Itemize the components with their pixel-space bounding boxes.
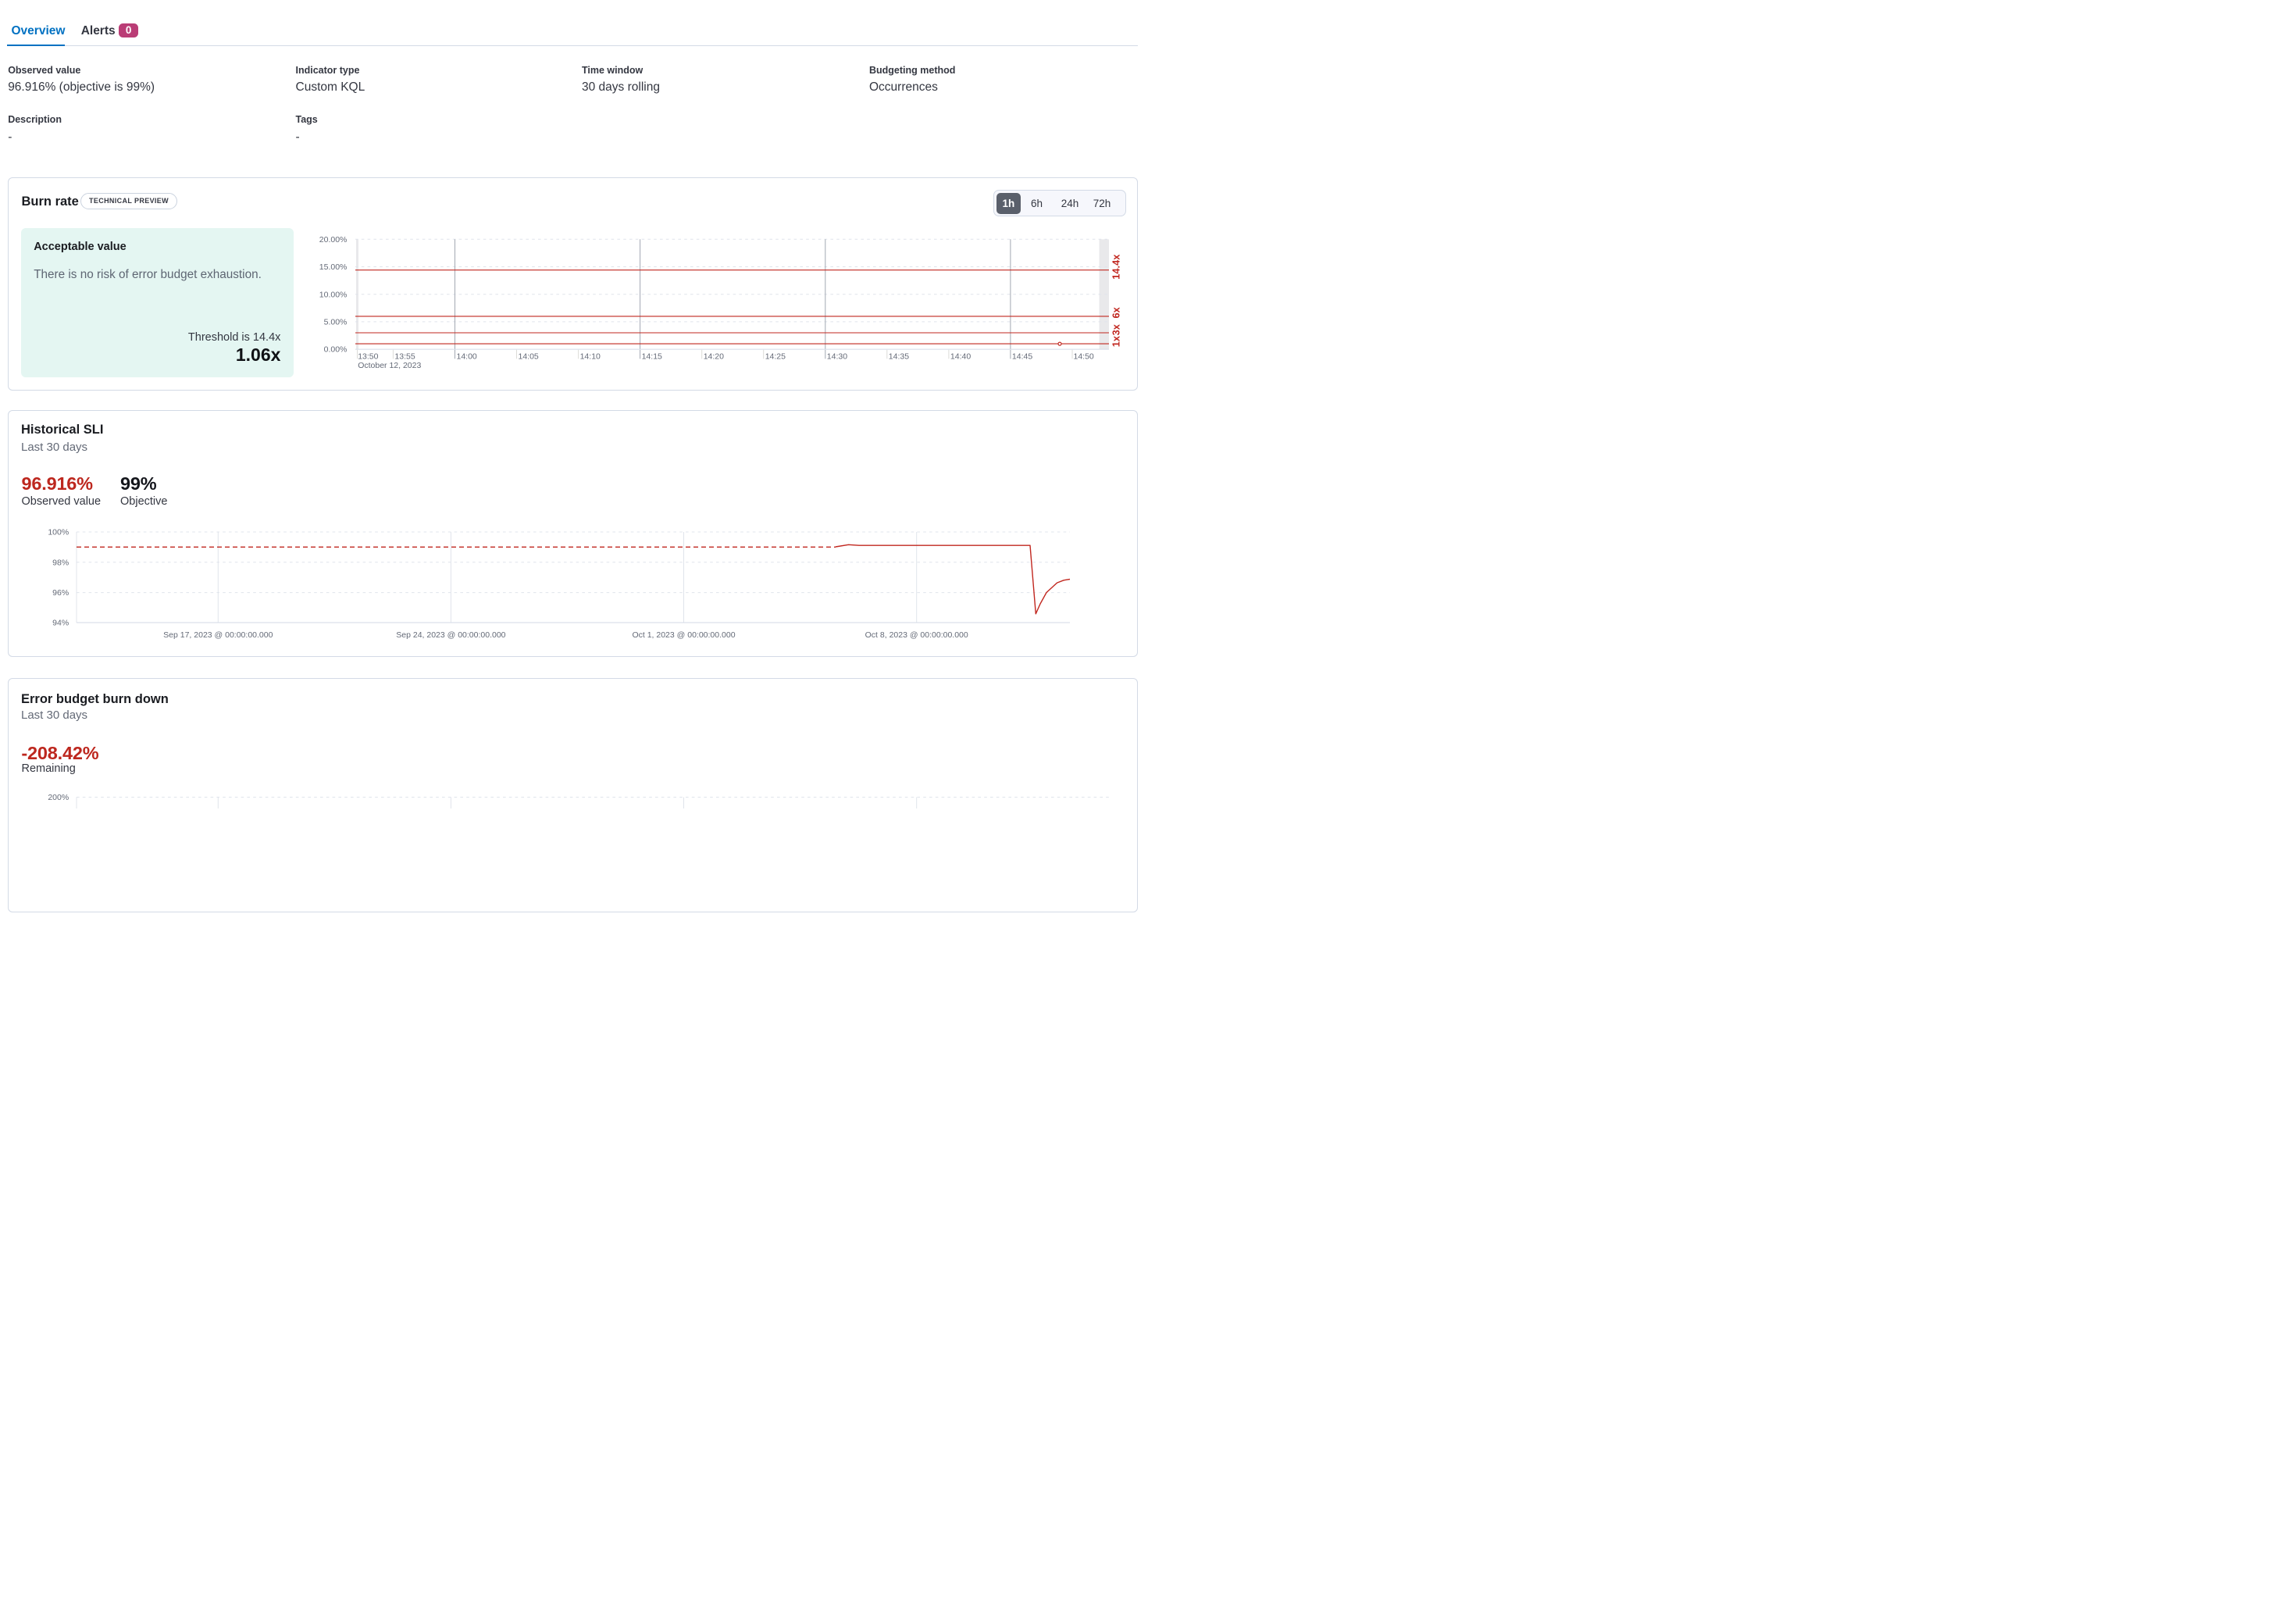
svg-text:14:40: 14:40 [950, 352, 971, 361]
svg-text:1x: 1x [1111, 335, 1122, 347]
svg-text:100%: 100% [48, 528, 69, 537]
svg-text:14:25: 14:25 [765, 352, 786, 361]
svg-text:5.00%: 5.00% [324, 318, 348, 327]
svg-text:14:45: 14:45 [1012, 352, 1032, 361]
svg-text:98%: 98% [52, 558, 69, 567]
svg-text:14:50: 14:50 [1074, 352, 1094, 361]
svg-text:96%: 96% [52, 588, 69, 598]
svg-text:14:20: 14:20 [704, 352, 724, 361]
svg-text:200%: 200% [48, 793, 69, 802]
svg-text:0.00%: 0.00% [324, 345, 348, 355]
svg-text:14:00: 14:00 [457, 352, 477, 361]
svg-text:Sep 17, 2023 @ 00:00:00.000: Sep 17, 2023 @ 00:00:00.000 [163, 630, 273, 640]
svg-text:10.00%: 10.00% [319, 290, 348, 299]
svg-text:20.00%: 20.00% [319, 235, 348, 245]
svg-text:13:50: 13:50 [358, 352, 378, 361]
svg-text:3x: 3x [1111, 323, 1122, 335]
svg-text:6x: 6x [1111, 306, 1122, 318]
svg-text:14.4x: 14.4x [1111, 254, 1122, 280]
svg-text:Oct 8, 2023 @ 00:00:00.000: Oct 8, 2023 @ 00:00:00.000 [865, 630, 968, 640]
svg-text:14:15: 14:15 [642, 352, 662, 361]
svg-text:14:05: 14:05 [519, 352, 539, 361]
svg-text:14:35: 14:35 [889, 352, 909, 361]
svg-text:14:10: 14:10 [580, 352, 601, 361]
svg-text:14:30: 14:30 [827, 352, 847, 361]
svg-text:Sep 24, 2023 @ 00:00:00.000: Sep 24, 2023 @ 00:00:00.000 [396, 630, 505, 640]
svg-text:94%: 94% [52, 619, 69, 628]
svg-text:Oct 1, 2023 @ 00:00:00.000: Oct 1, 2023 @ 00:00:00.000 [632, 630, 735, 640]
svg-text:13:55: 13:55 [394, 352, 415, 361]
svg-text:October 12, 2023: October 12, 2023 [358, 361, 421, 370]
svg-text:15.00%: 15.00% [319, 262, 348, 272]
